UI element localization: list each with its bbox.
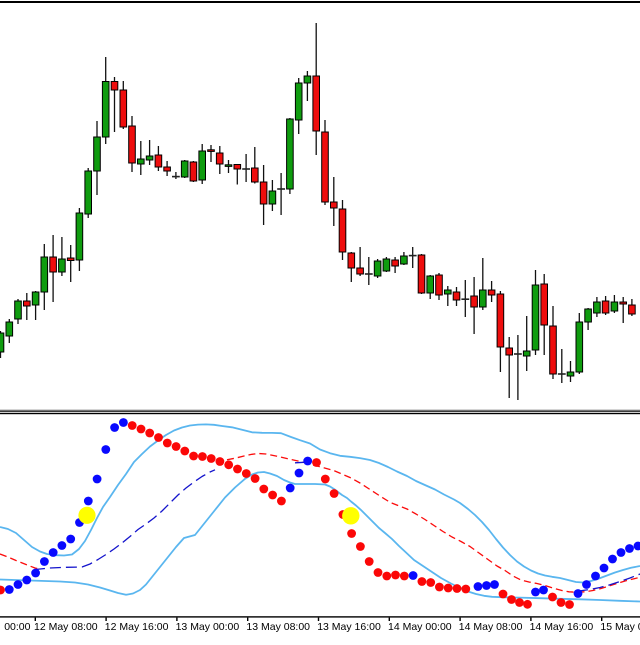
svg-text:12 May 16:00: 12 May 16:00: [105, 621, 169, 633]
svg-text:13 May 16:00: 13 May 16:00: [317, 621, 381, 633]
svg-text:13 May 00:00: 13 May 00:00: [176, 621, 240, 633]
svg-text:13 May 08:00: 13 May 08:00: [246, 621, 310, 633]
svg-text:00:00: 00:00: [4, 621, 30, 633]
svg-text:12 May 08:00: 12 May 08:00: [34, 621, 98, 633]
svg-text:14 May 16:00: 14 May 16:00: [530, 621, 594, 633]
svg-text:14 May 00:00: 14 May 00:00: [388, 621, 452, 633]
svg-text:15 May 00:00: 15 May 00:00: [600, 621, 640, 633]
svg-text:14 May 08:00: 14 May 08:00: [459, 621, 523, 633]
